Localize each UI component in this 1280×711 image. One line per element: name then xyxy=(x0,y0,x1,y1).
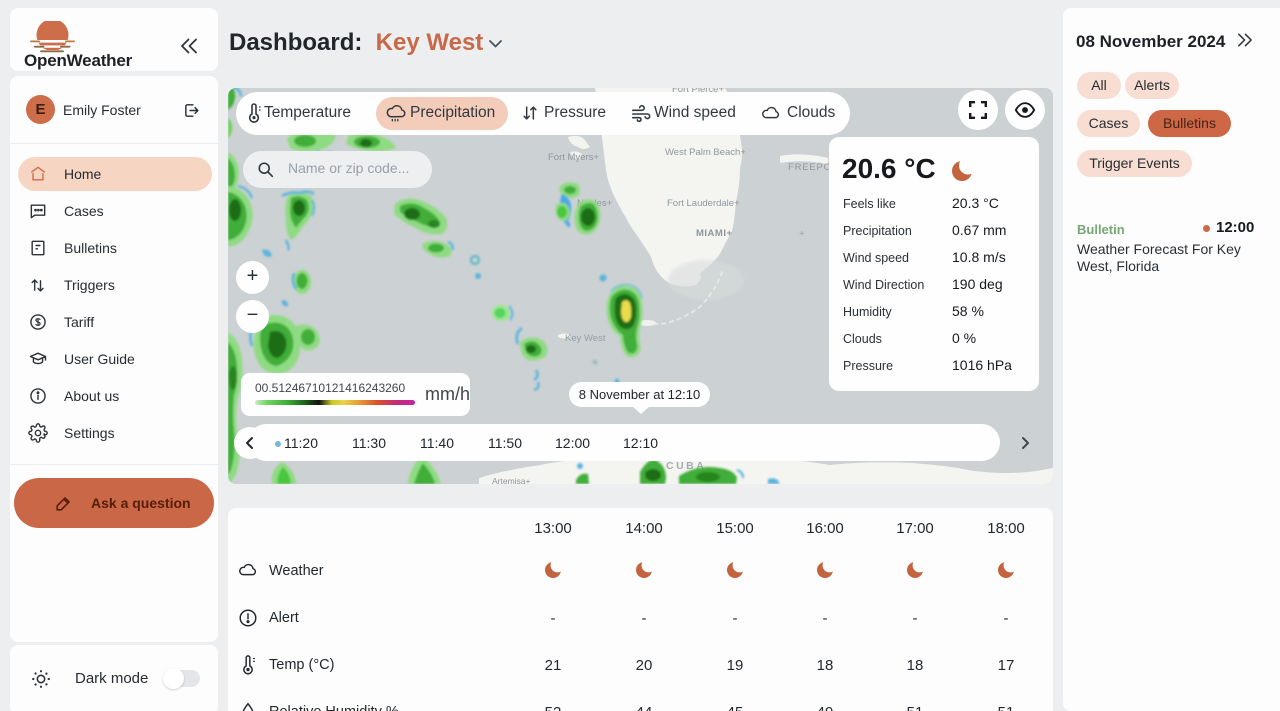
svg-text:Fort Lauderdale+: Fort Lauderdale+ xyxy=(667,198,740,209)
svg-text:West Palm Beach+: West Palm Beach+ xyxy=(665,147,746,158)
svg-text:MIAMI+: MIAMI+ xyxy=(696,228,733,239)
svg-text:Fort Myers+: Fort Myers+ xyxy=(548,152,599,163)
svg-text:Key West: Key West xyxy=(565,333,606,344)
svg-text:Fort Pierce+: Fort Pierce+ xyxy=(672,88,724,95)
svg-text:FREEPORT: FREEPORT xyxy=(788,162,846,173)
svg-text:CUBA: CUBA xyxy=(666,460,706,472)
svg-text:+: + xyxy=(799,229,805,240)
svg-text:Artemisa+: Artemisa+ xyxy=(492,476,531,484)
